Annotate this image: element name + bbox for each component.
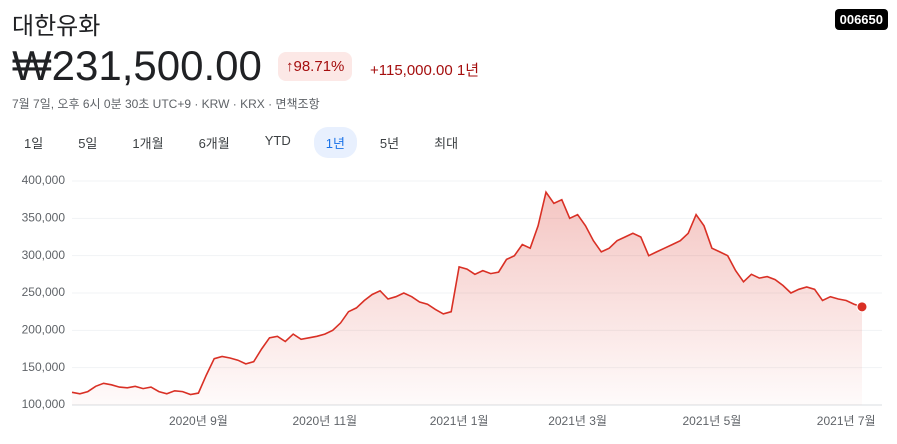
y-tick-label: 250,000: [22, 285, 66, 299]
range-tabs: 1일 5일 1개월 6개월 YTD 1년 5년 최대: [12, 127, 481, 158]
range-tab[interactable]: 5일: [78, 136, 98, 151]
chart: 100,000 150,000 200,000 250,000 300,000 350,0…: [22, 173, 882, 428]
change-percent-badge: ↑98.71%: [278, 52, 353, 81]
price-line: [71, 190, 863, 396]
change: +115,000.00 1년: [370, 59, 479, 80]
y-tick-label: 400,000: [22, 173, 66, 187]
subtitle-text: 7월 7일, 오후 6시 0분 30초 UTC+9 · KRW · KRX ·: [12, 97, 276, 111]
stock-title: 대한유화: [12, 13, 101, 40]
x-tick-label: 2021년 7월: [817, 414, 876, 428]
change-percent: 98.71%: [293, 58, 345, 75]
x-tick-label: 2020년 9월: [169, 414, 228, 428]
x-tick-label: 2021년 1월: [430, 414, 489, 428]
y-tick-label: 300,000: [22, 248, 66, 262]
x-tick-label: 2021년 3월: [548, 414, 607, 428]
y-tick-label: 150,000: [22, 360, 66, 374]
range-tab[interactable]: 1일: [24, 136, 44, 151]
last-point: [856, 301, 868, 313]
area-fill: [72, 192, 862, 405]
range-tab[interactable]: 6개월: [198, 136, 230, 151]
arrow-icon: ↑: [286, 58, 294, 75]
range-tab[interactable]: 1개월: [132, 136, 164, 151]
x-tick-label: 2020년 11월: [293, 414, 358, 428]
range-tab[interactable]: 1년: [313, 127, 357, 158]
range-tab[interactable]: 5년: [379, 136, 400, 151]
change-value: +115,000.00: [370, 62, 453, 79]
disclaimer-link[interactable]: 면책조항: [275, 97, 320, 111]
y-tick-label: 350,000: [22, 211, 66, 225]
x-tick-label: 2021년 5월: [683, 414, 742, 428]
subtitle: 7월 7일, 오후 6시 0분 30초 UTC+9 · KRW · KRX · …: [12, 95, 320, 112]
ticker-badge: 006650: [834, 9, 888, 30]
range-tab[interactable]: YTD: [264, 133, 291, 148]
y-tick-label: 200,000: [22, 323, 66, 337]
range-tab[interactable]: 최대: [434, 136, 459, 151]
price: ₩231,500.00: [12, 42, 262, 89]
change-period: 1년: [456, 62, 480, 79]
y-tick-label: 100,000: [22, 397, 66, 411]
